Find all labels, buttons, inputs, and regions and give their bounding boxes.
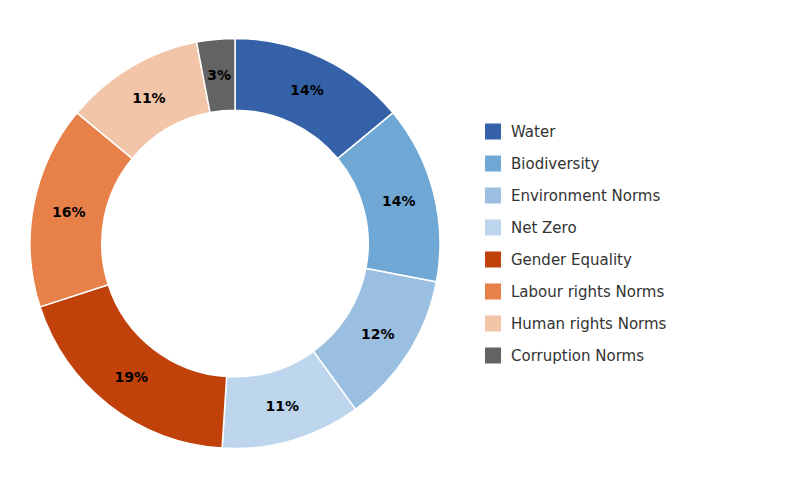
- legend-swatch: [485, 156, 501, 172]
- data-label: 16%: [52, 204, 86, 220]
- chart-container: 14% 14% 12% 11% 19% 16% 11% 3% Water Biodiversity…: [0, 0, 786, 487]
- legend: Water Biodiversity Environment Norms Net Ze…: [485, 123, 667, 365]
- legend-label: Biodiversity: [511, 155, 599, 173]
- legend-label: Water: [511, 123, 556, 141]
- data-label: 11%: [132, 90, 166, 106]
- data-label: 3%: [207, 67, 231, 83]
- legend-label: Gender Equality: [511, 251, 632, 269]
- chart: 14% 14% 12% 11% 19% 16% 11% 3% Water Biodiversity…: [0, 0, 786, 487]
- slice: [77, 42, 210, 158]
- legend-swatch: [485, 188, 501, 204]
- slice: [222, 351, 355, 448]
- legend-swatch: [485, 220, 501, 236]
- data-label: 11%: [265, 398, 299, 414]
- slice: [40, 285, 227, 448]
- legend-swatch: [485, 252, 501, 268]
- data-label: 14%: [382, 193, 416, 209]
- legend-label: Human rights Norms: [511, 315, 667, 333]
- legend-label: Net Zero: [511, 219, 577, 237]
- data-label: 19%: [115, 369, 149, 385]
- slice: [197, 39, 235, 113]
- slice: [338, 113, 440, 282]
- legend-label: Environment Norms: [511, 187, 660, 205]
- legend-label: Corruption Norms: [511, 347, 644, 365]
- data-labels: 14% 14% 12% 11% 19% 16% 11% 3%: [52, 67, 415, 414]
- legend-swatch: [485, 316, 501, 332]
- data-label: 12%: [361, 326, 395, 342]
- data-label: 14%: [290, 82, 324, 98]
- legend-label: Labour rights Norms: [511, 283, 664, 301]
- legend-swatch: [485, 284, 501, 300]
- legend-swatch: [485, 348, 501, 364]
- slices: [30, 39, 440, 449]
- legend-swatch: [485, 124, 501, 140]
